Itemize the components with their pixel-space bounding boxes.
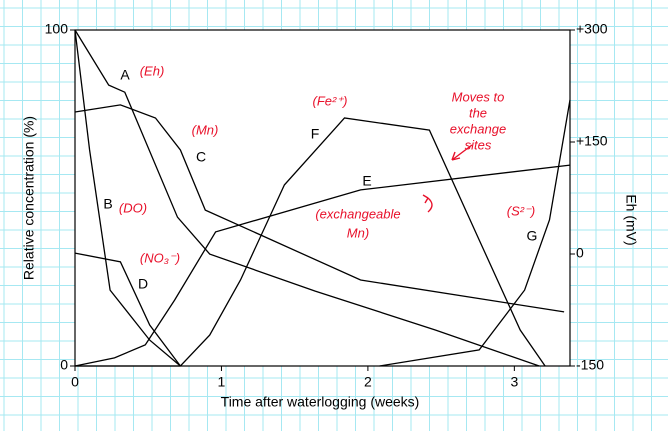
arrow (422, 194, 433, 213)
x-tick-label: 1 (218, 374, 226, 390)
plot-frame (74, 29, 571, 367)
series-label: B (103, 196, 112, 212)
x-tick-label: 3 (510, 374, 518, 390)
annotation: (S²⁻) (507, 203, 536, 218)
series-line (75, 117, 546, 367)
series-line (74, 29, 540, 367)
annotation: (Mn) (192, 122, 219, 137)
annotation: (DO) (119, 200, 147, 215)
y2-axis-label: Eh (mV) (623, 194, 639, 245)
series-label: A (120, 67, 130, 83)
annotation: (NO₃⁻) (140, 250, 180, 265)
y2-tick-label: +300 (576, 21, 608, 37)
series-line (379, 99, 571, 367)
annotation: Mn) (347, 225, 369, 240)
annotation: the (469, 105, 487, 120)
series-label: D (138, 276, 148, 292)
annotation: exchange (450, 121, 506, 136)
y-axis-label: Relative concentration (%) (21, 116, 37, 280)
annotation: (exchangeable (315, 206, 400, 221)
annotation: (Eh) (140, 63, 165, 78)
y2-tick-label: +150 (576, 133, 608, 149)
annotation: sites (465, 137, 492, 152)
series-label: E (362, 173, 371, 189)
y2-tick-label: -150 (576, 357, 604, 373)
series-label: F (311, 126, 320, 142)
annotation: (Fe²⁺) (312, 93, 347, 108)
y-tick-label: 0 (60, 357, 68, 373)
series-line (74, 252, 181, 367)
series-label: C (196, 149, 206, 165)
annotation-arrows (422, 144, 473, 213)
x-axis-label: Time after waterlogging (weeks) (221, 394, 420, 410)
y-tick-label: 100 (45, 21, 69, 37)
plot-area (75, 30, 570, 366)
x-tick-label: 0 (71, 374, 79, 390)
annotation: Moves to (452, 89, 505, 104)
series-label: G (527, 228, 538, 244)
series-line (74, 164, 571, 367)
y2-tick-label: 0 (576, 245, 584, 261)
arrow (451, 144, 473, 161)
x-tick-label: 2 (364, 374, 372, 390)
series-line (74, 104, 565, 313)
